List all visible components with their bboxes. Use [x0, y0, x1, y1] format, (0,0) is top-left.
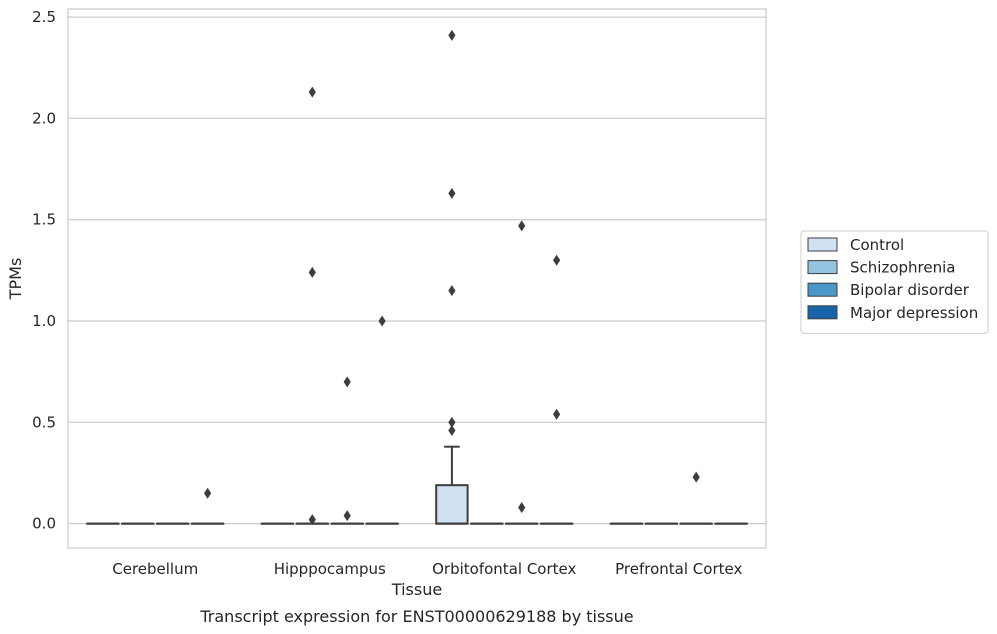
chart-caption: Transcript expression for ENST0000062918… — [199, 607, 633, 626]
outlier-point — [553, 408, 561, 420]
y-tick-label: 1.0 — [32, 312, 56, 330]
x-tick-label: Cerebellum — [112, 560, 198, 578]
legend-item: Control — [807, 236, 904, 254]
y-tick-label: 2.5 — [32, 8, 56, 26]
x-axis-label: Tissue — [391, 580, 442, 599]
outlier-point — [448, 285, 456, 297]
outlier-point — [308, 266, 316, 278]
box-body — [435, 484, 469, 525]
legend-swatch — [807, 260, 838, 275]
outlier-point — [308, 514, 316, 526]
box-2-2 — [504, 220, 539, 525]
legend-label: Bipolar disorder — [850, 281, 970, 299]
x-tick-label: Prefrontal Cortex — [615, 560, 742, 578]
outlier-point — [448, 29, 456, 41]
y-tick-label: 1.5 — [32, 211, 56, 229]
legend-swatch — [807, 237, 838, 252]
outlier-point — [448, 416, 456, 428]
grid-lines — [68, 16, 766, 525]
box-2-0 — [435, 29, 469, 525]
legend-item: Bipolar disorder — [807, 281, 970, 299]
box-0-3 — [190, 487, 225, 525]
y-tick-label: 0.5 — [32, 413, 56, 431]
legend-item: Major depression — [807, 304, 978, 322]
outlier-point — [204, 487, 212, 499]
outlier-point — [378, 315, 386, 327]
outlier-point — [448, 424, 456, 436]
x-tick-label: Orbitofontal Cortex — [432, 560, 576, 578]
y-tick-label: 2.0 — [32, 109, 56, 127]
outlier-point — [518, 501, 526, 513]
legend-label: Control — [850, 236, 904, 254]
plot-frame — [67, 8, 767, 549]
outlier-point — [518, 220, 526, 232]
outlier-point — [692, 471, 700, 483]
legend-label: Schizophrenia — [850, 259, 955, 277]
box-1-3 — [365, 315, 399, 525]
legend-label: Major depression — [850, 304, 978, 322]
box-2-3 — [539, 254, 574, 525]
y-axis-label: TPMs — [6, 258, 25, 301]
legend-swatch — [807, 305, 838, 320]
box-1-1 — [295, 86, 330, 526]
box-series — [86, 29, 748, 526]
y-tick-labels: 0.0 0.5 1.0 1.5 2.0 2.5 — [32, 8, 56, 533]
outlier-point — [343, 510, 351, 522]
legend-frame — [800, 230, 989, 334]
legend-item: Schizophrenia — [807, 259, 955, 277]
x-tick-label: Hipppocampus — [274, 560, 386, 578]
outlier-point — [343, 376, 351, 388]
x-tick-labels: Cerebellum Hipppocampus Orbitofontal Corte… — [112, 560, 742, 578]
outlier-point — [448, 187, 456, 199]
outlier-point — [308, 86, 316, 98]
y-tick-label: 0.0 — [32, 515, 56, 533]
outlier-point — [553, 254, 561, 266]
legend-swatch — [807, 282, 838, 297]
legend: Control Schizophrenia Bipolar disorder Majo… — [800, 230, 989, 334]
box-1-2 — [330, 376, 364, 525]
box-3-2 — [679, 471, 713, 525]
